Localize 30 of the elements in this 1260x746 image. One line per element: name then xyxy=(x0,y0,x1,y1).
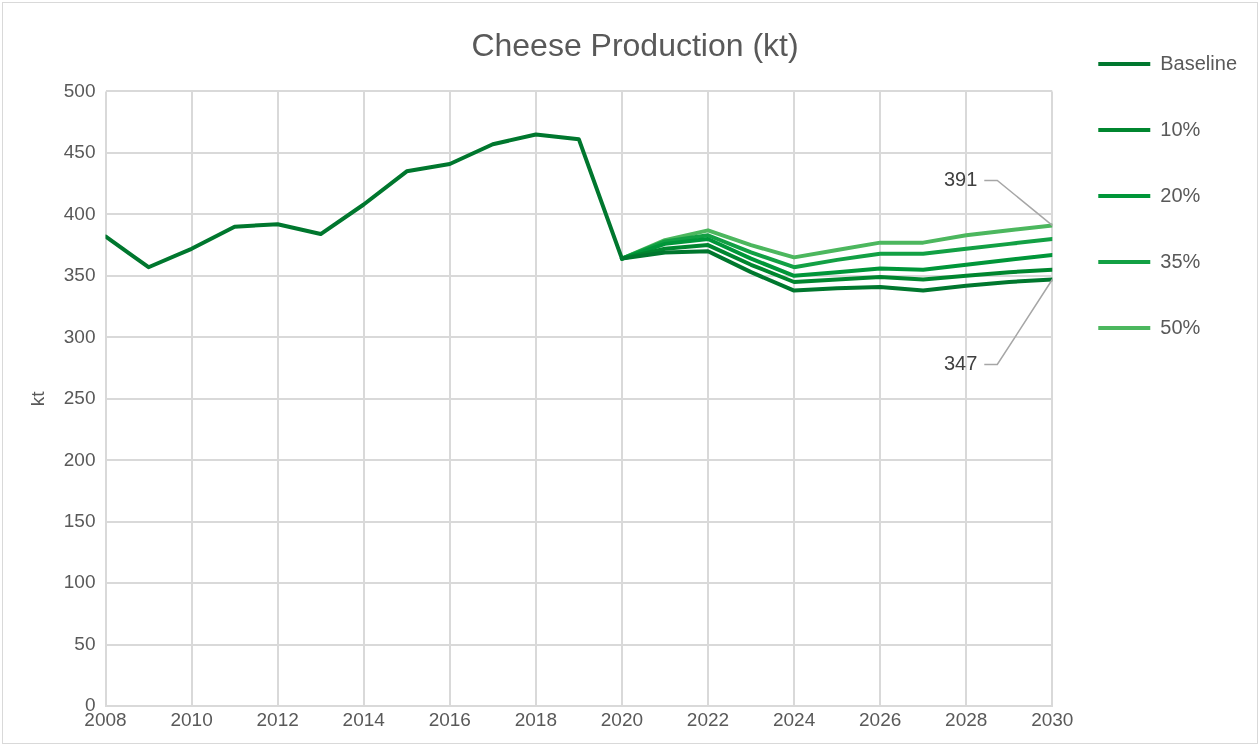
y-tick-label: 500 xyxy=(63,79,96,101)
y-tick-label: 150 xyxy=(63,509,96,531)
y-tick-label: 50 xyxy=(74,632,96,654)
y-tick-label: 250 xyxy=(63,387,96,409)
x-tick-label: 2016 xyxy=(428,708,471,730)
y-tick-label: 200 xyxy=(63,448,96,470)
annotation: 347 xyxy=(943,352,978,375)
y-tick-label: 450 xyxy=(63,141,96,163)
x-tick-label: 2014 xyxy=(342,708,386,730)
legend-label: 20% xyxy=(1160,183,1201,206)
x-tick-label: 2012 xyxy=(256,708,299,730)
x-tick-label: 2028 xyxy=(945,708,988,730)
y-tick-label: 100 xyxy=(63,571,96,593)
x-tick-label: 2022 xyxy=(686,708,730,730)
annotation: 391 xyxy=(943,167,978,190)
x-tick-label: 2026 xyxy=(859,708,902,730)
x-tick-label: 2018 xyxy=(514,708,557,730)
legend-label: 10% xyxy=(1160,117,1201,140)
chart-title: Cheese Production (kt) xyxy=(471,27,799,64)
legend-label: 50% xyxy=(1160,315,1201,338)
x-tick-label: 2020 xyxy=(600,708,644,730)
y-axis-title: kt xyxy=(26,390,48,407)
legend-label: Baseline xyxy=(1160,51,1237,74)
legend-label: 35% xyxy=(1160,249,1201,272)
y-tick-label: 300 xyxy=(63,325,96,347)
x-tick-label: 2030 xyxy=(1031,708,1074,730)
y-tick-label: 400 xyxy=(63,202,96,224)
y-tick-label: 350 xyxy=(63,264,96,286)
x-tick-label: 2024 xyxy=(772,708,816,730)
x-tick-label: 2010 xyxy=(170,708,213,730)
